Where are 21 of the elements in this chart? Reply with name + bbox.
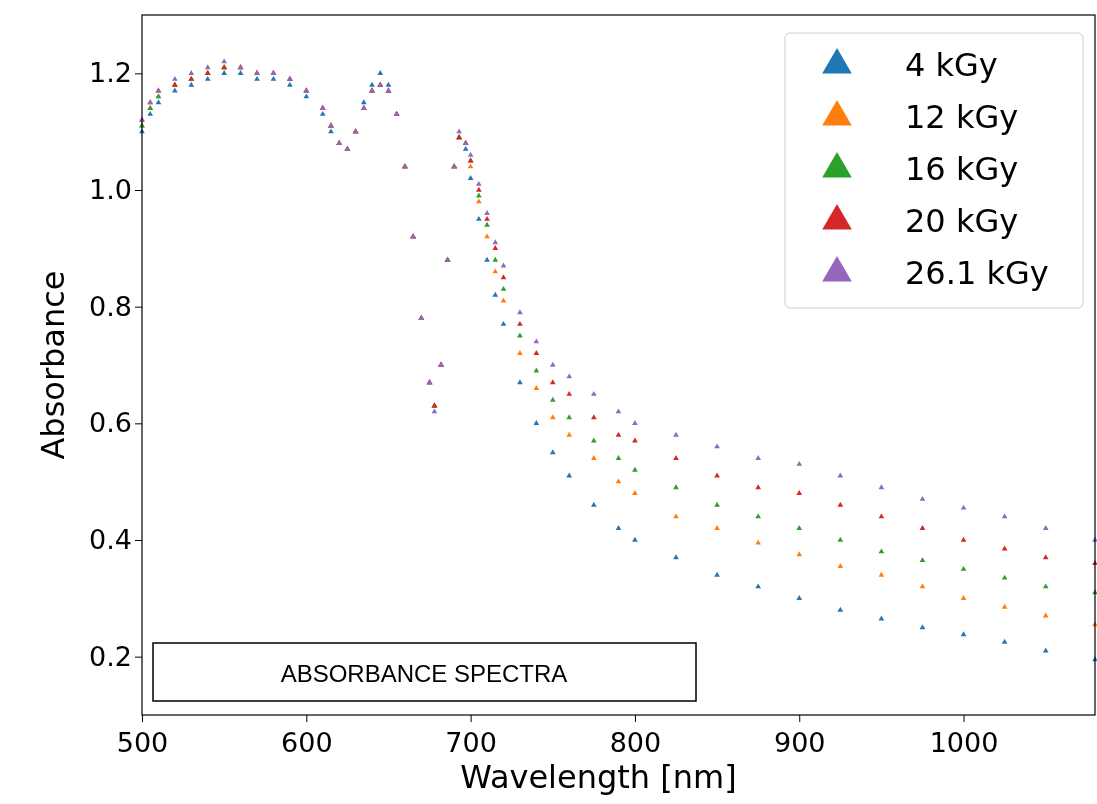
x-tick-label: 600 — [281, 727, 333, 758]
x-tick-label: 1000 — [929, 727, 999, 758]
y-tick-label: 1.0 — [89, 174, 132, 206]
y-tick-label: 0.2 — [89, 640, 132, 672]
y-tick-label: 0.4 — [89, 524, 132, 556]
x-tick-label: 700 — [445, 727, 497, 758]
y-tick-label: 0.6 — [89, 407, 132, 439]
legend-label: 12 kGy — [905, 98, 1019, 136]
legend-label: 4 kGy — [905, 46, 998, 84]
y-tick-label: 1.2 — [89, 57, 132, 89]
y-tick-label: 0.8 — [89, 290, 132, 322]
annotation: ABSORBANCE SPECTRA — [280, 660, 568, 687]
x-tick-label: 500 — [116, 727, 169, 758]
legend-label: 26.1 kGy — [905, 254, 1049, 292]
x-axis-title: Wavelength [nm] — [460, 758, 737, 796]
legend-label: 20 kGy — [905, 202, 1019, 240]
caption-box: ABSORBANCE SPECTRA — [152, 642, 697, 702]
x-tick-label: 800 — [609, 727, 662, 758]
y-axis-title: Absorbance — [34, 270, 72, 460]
x-tick-label: 900 — [773, 727, 826, 758]
legend-label: 16 kGy — [905, 150, 1019, 188]
